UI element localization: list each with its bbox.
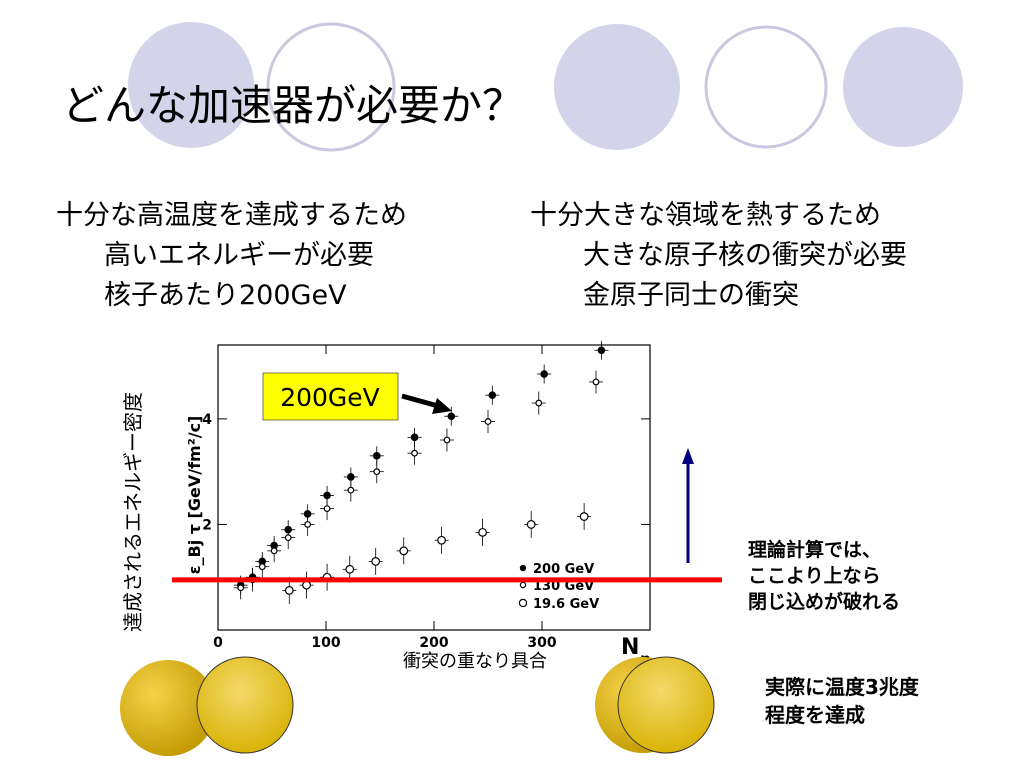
data-point — [535, 399, 543, 407]
x-tick-label: 100 — [311, 635, 340, 651]
data-point — [304, 521, 312, 528]
axis-ticks: 0 100 200 300 2 4 — [202, 345, 650, 651]
gold-nuclei-left-icon — [120, 656, 294, 756]
legend-label-19: 19.6 GeV — [533, 597, 599, 612]
data-point — [302, 580, 311, 590]
data-point — [323, 505, 331, 513]
left-line-2: 高いエネルギーが必要 — [104, 240, 374, 271]
deco-circle-5 — [843, 27, 963, 147]
data-point — [399, 546, 409, 556]
y-tick-label: 2 — [202, 517, 212, 533]
temperature-note-line-1: 実際に温度3兆度 — [765, 675, 919, 699]
deco-circle-2 — [266, 22, 396, 152]
x-tick-label: 0 — [213, 635, 223, 651]
data-point — [372, 452, 381, 460]
data-point — [484, 418, 492, 425]
data-point — [258, 563, 266, 571]
theory-note-line-2: ここより上なら — [748, 565, 881, 587]
data-point — [284, 586, 294, 595]
data-point — [447, 412, 456, 421]
left-heading: 十分な高温度を達成するため — [56, 200, 407, 231]
temperature-note: 実際に温度3兆度 程度を達成 — [765, 673, 919, 729]
upward-arrow-icon — [682, 448, 694, 563]
legend-marker-200 — [519, 564, 527, 572]
theory-note-line-1: 理論計算では、 — [748, 539, 882, 561]
data-point — [345, 564, 355, 574]
data-point — [526, 520, 536, 529]
x-axis-label: 衝突の重なり具合 — [403, 651, 547, 672]
data-point — [579, 512, 589, 521]
legend-label-130: 130 GeV — [533, 579, 594, 594]
callout-box — [262, 372, 399, 421]
data-point — [437, 535, 446, 545]
left-line-3: 核子あたり200GeV — [104, 280, 347, 311]
theory-note: 理論計算では、 ここより上なら 閉じ込めが破れる — [748, 537, 900, 615]
data-point — [347, 486, 355, 494]
data-points — [233, 340, 609, 604]
data-point — [373, 468, 381, 476]
data-point — [237, 584, 245, 592]
x-tick-label: 300 — [527, 635, 556, 651]
legend-label-200: 200 GeV — [533, 562, 594, 577]
deco-circle-1 — [128, 22, 254, 148]
data-point — [488, 391, 497, 399]
data-point — [478, 527, 488, 537]
data-point — [411, 449, 418, 457]
legend-marker-130 — [519, 581, 527, 589]
x-tick-label: 200 — [419, 635, 448, 651]
side-caption: 達成されるエネルギー密度 — [121, 392, 145, 632]
x-axis-symbol: N — [621, 635, 639, 660]
decorative-circles — [128, 22, 963, 152]
right-line-3: 金原子同士の衝突 — [583, 280, 799, 311]
legend: 200 GeV 130 GeV 19.6 GeV — [518, 562, 599, 612]
right-heading: 十分大きな領域を熱するため — [530, 200, 881, 231]
y-tick-label: 4 — [202, 412, 212, 428]
legend-marker-19 — [518, 598, 528, 608]
y-axis-label: ε_Bj τ [GeV/fm²/c] — [185, 416, 204, 575]
series-1 — [233, 370, 603, 600]
data-point — [597, 346, 606, 355]
data-point — [592, 378, 600, 386]
data-point — [410, 433, 419, 442]
slide-title: どんな加速器が必要か？ — [62, 81, 525, 130]
data-point — [540, 370, 548, 378]
deco-circle-3 — [554, 24, 680, 150]
theory-note-line-3: 閉じ込めが破れる — [748, 591, 901, 613]
deco-circle-4 — [704, 25, 828, 149]
data-point — [443, 436, 451, 444]
data-point — [270, 547, 278, 555]
right-line-2: 大きな原子核の衝突が必要 — [583, 240, 907, 271]
data-point — [284, 534, 292, 542]
gold-nuclei-right-icon — [595, 656, 715, 754]
series-0 — [233, 340, 609, 595]
temperature-note-line-2: 程度を達成 — [765, 703, 865, 727]
data-point — [371, 556, 381, 566]
callout-label: 200GeV — [280, 383, 380, 412]
callout-arrow-icon — [401, 393, 452, 414]
